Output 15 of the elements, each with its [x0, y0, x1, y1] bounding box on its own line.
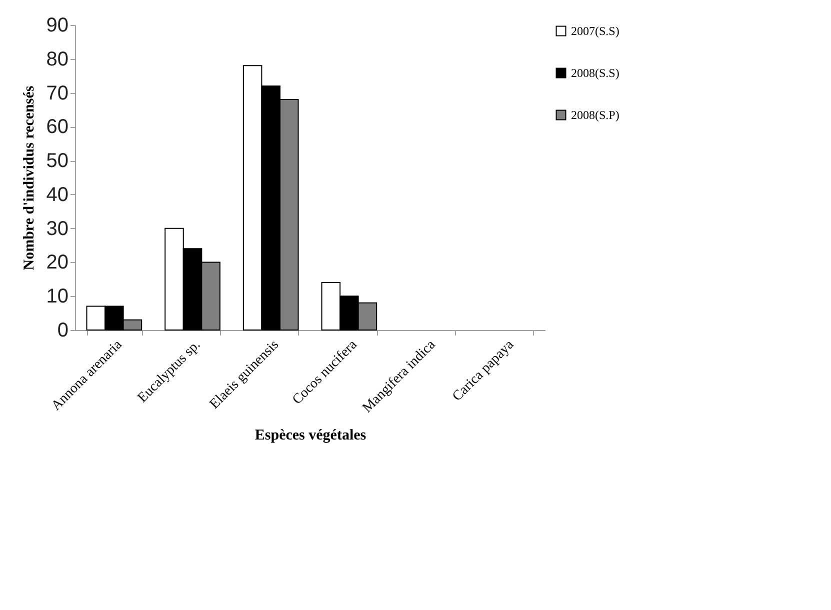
y-tick-label: 60	[46, 116, 68, 138]
y-tick-label: 0	[57, 320, 68, 342]
legend-label: 2007(S.S)	[571, 24, 620, 38]
legend-label: 2008(S.S)	[571, 66, 620, 80]
y-tick-label: 80	[46, 48, 68, 70]
y-tick-label: 70	[46, 82, 68, 104]
y-tick-label: 40	[46, 184, 68, 206]
y-tick-label: 10	[46, 286, 68, 308]
y-axis-title: Nombre d'individus recensés	[21, 86, 38, 270]
y-tick-label: 30	[46, 218, 68, 240]
legend-label: 2008(S.P)	[571, 108, 620, 122]
y-tick-label: 20	[46, 252, 68, 274]
x-axis-title: Espèces végétales	[254, 427, 366, 444]
y-tick-label: 50	[46, 150, 68, 172]
y-tick-label: 90	[46, 14, 68, 36]
